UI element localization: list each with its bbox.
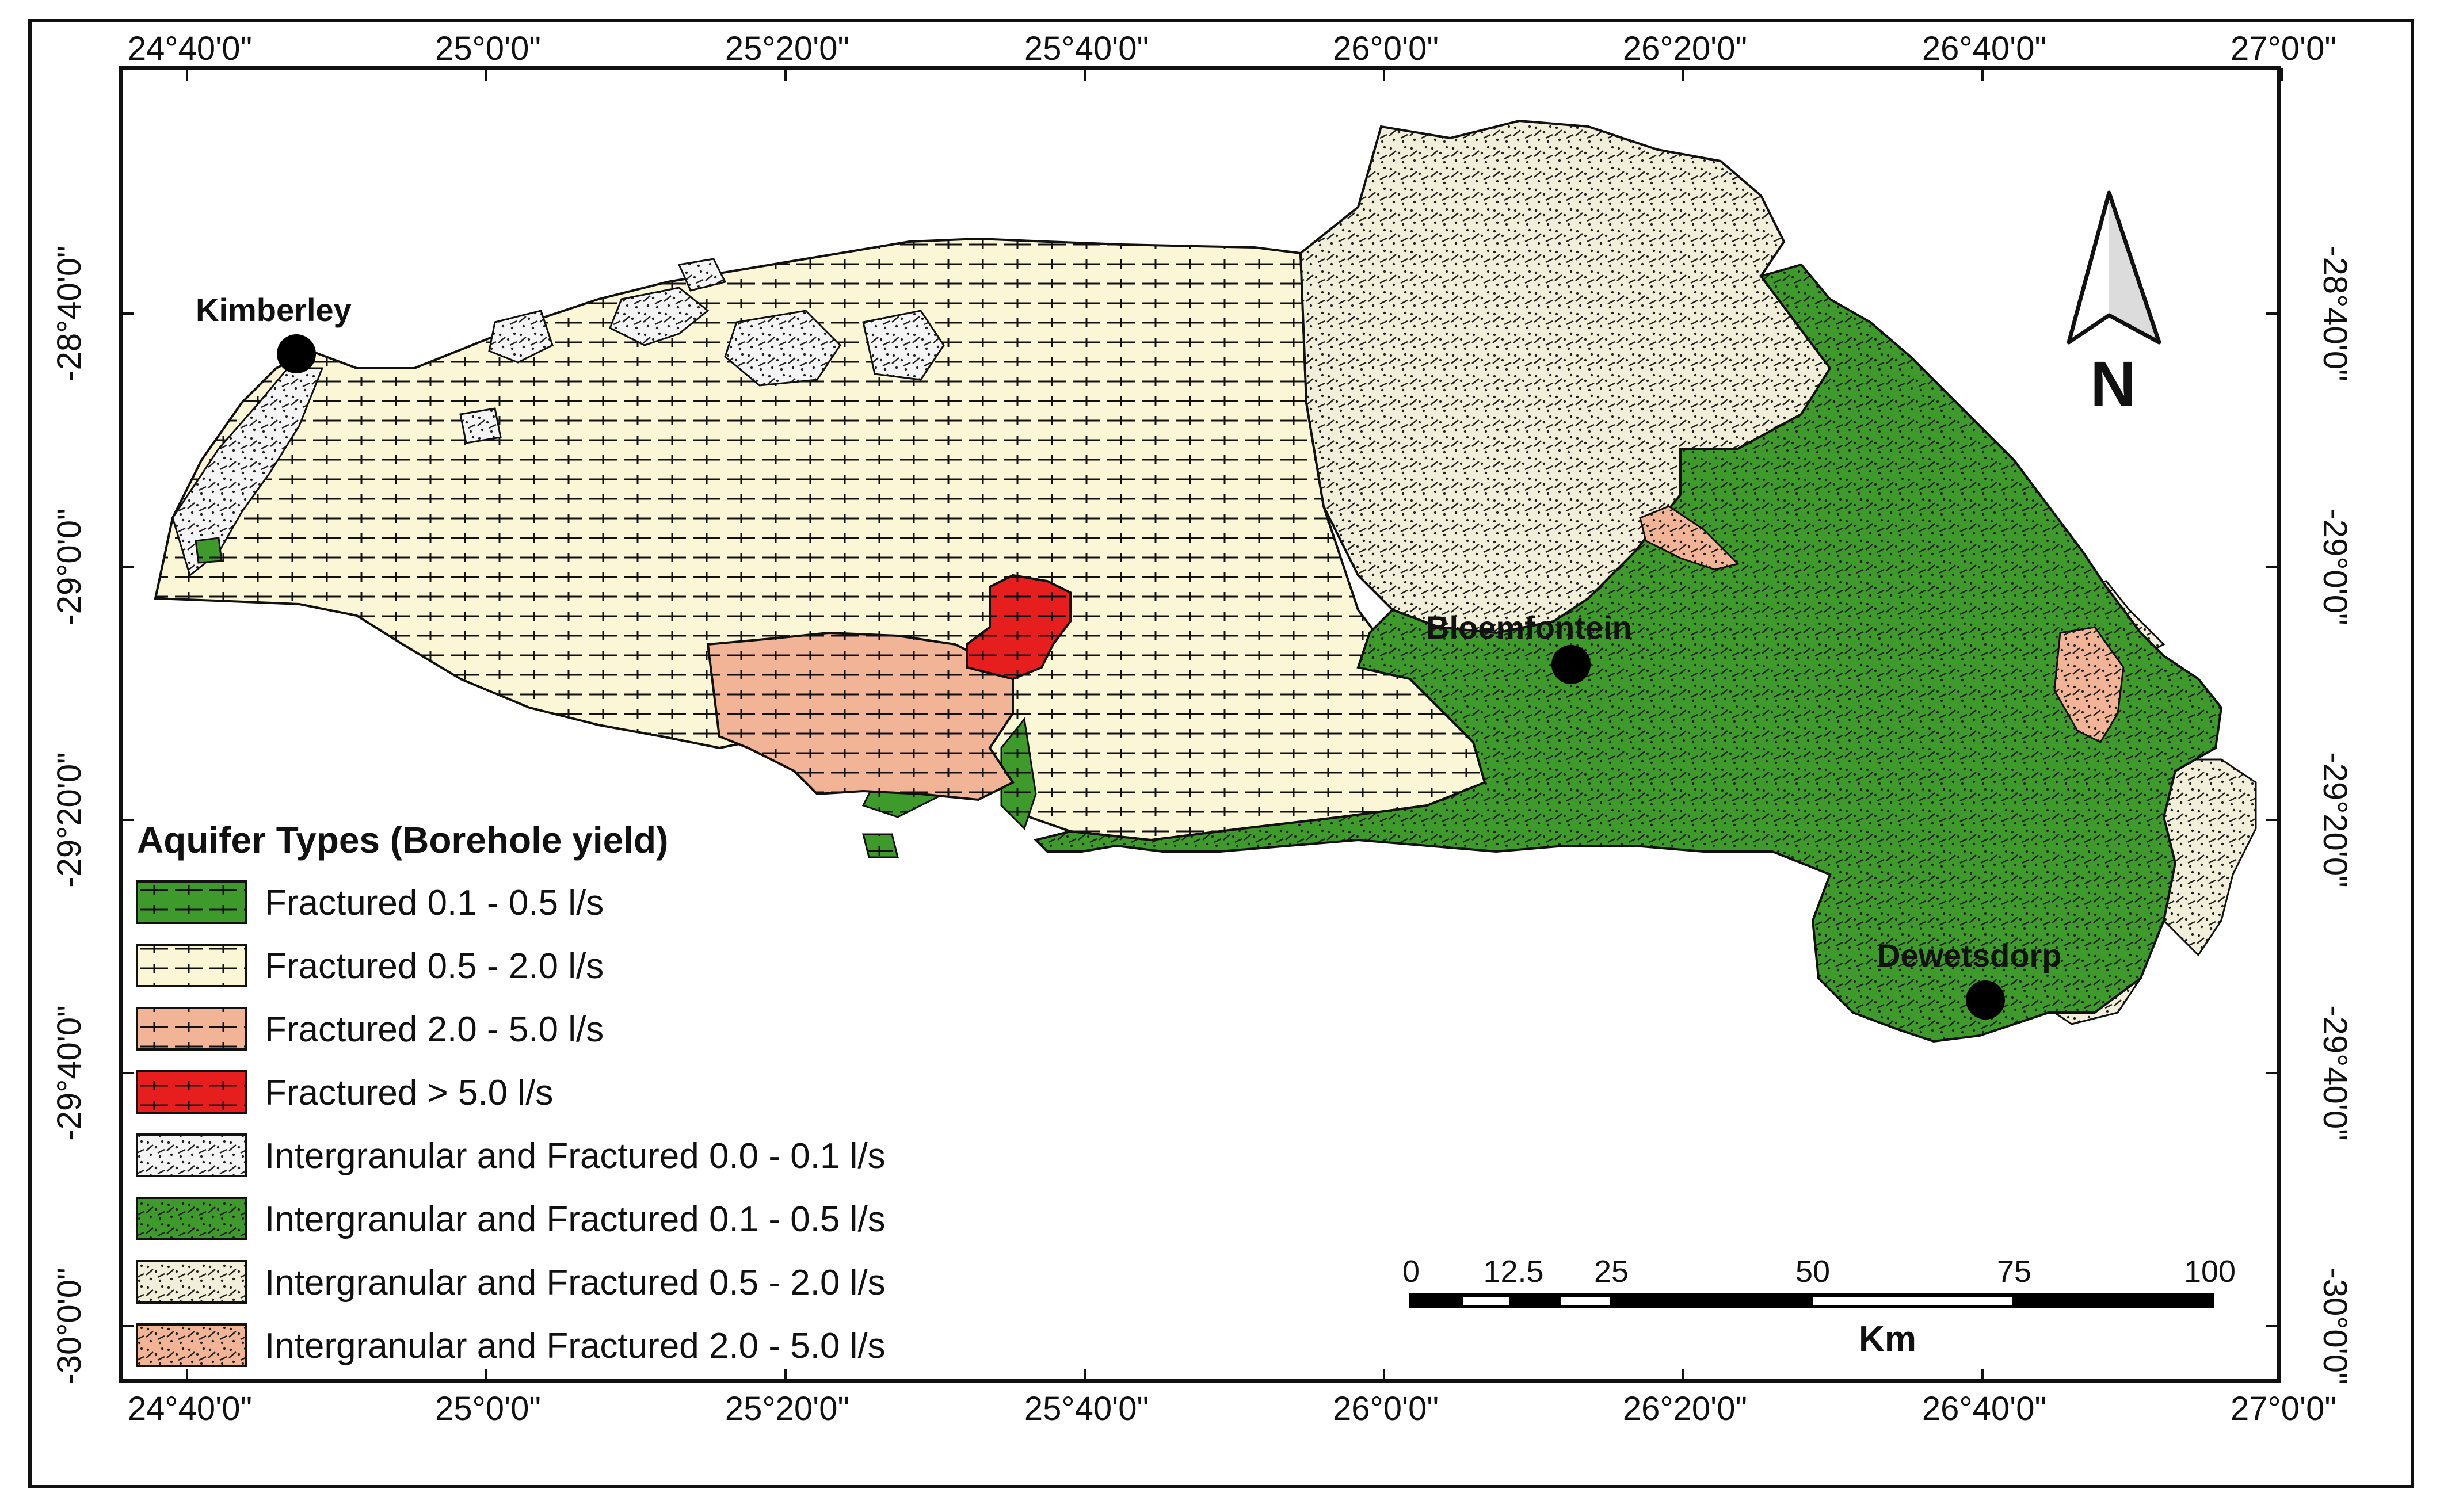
region-fractured-2.0-5.0 <box>706 631 1015 801</box>
scale-unit: Km <box>1859 1319 1916 1359</box>
lat-label-right: -28°40'0" <box>2316 246 2354 381</box>
legend-item: Intergranular and Fractured 0.1 - 0.5 l/… <box>136 1197 886 1240</box>
lat-label-right: -29°0'0" <box>2316 508 2354 625</box>
lat-label-right: -29°20'0" <box>2316 752 2354 887</box>
legend-label: Intergranular and Fractured 0.5 - 2.0 l/… <box>265 1263 886 1303</box>
city-marker <box>1551 645 1591 684</box>
city-marker <box>1966 980 2005 1020</box>
region-intergranular-2.0-5.0 <box>1639 505 2125 743</box>
city-label: Dewetsdorp <box>1877 937 2062 973</box>
legend-label: Fractured 0.1 - 0.5 l/s <box>265 883 604 923</box>
legend-label: Fractured 2.0 - 5.0 l/s <box>265 1010 604 1049</box>
scale-tick-label: 50 <box>1795 1254 1830 1289</box>
city-bloemfontein[interactable]: Bloemfontein <box>1426 609 1632 684</box>
lat-label-left: -29°0'0" <box>51 508 88 625</box>
region-fractured-over-5.0 <box>966 574 1072 681</box>
north-arrow-icon <box>2067 190 2161 345</box>
lon-label-bottom: 26°20'0" <box>1623 1390 1747 1427</box>
city-kimberley[interactable]: Kimberley <box>196 292 352 373</box>
scale-bar: 0 12.5 25 50 75 100 Km <box>1402 1254 2236 1359</box>
lon-label-bottom: 25°0'0" <box>435 1390 541 1427</box>
city-label: Bloemfontein <box>1426 609 1632 646</box>
lon-label-bottom: 24°40'0" <box>128 1390 252 1427</box>
lon-label-top: 26°20'0" <box>1623 30 1747 67</box>
lon-label-bottom: 26°40'0" <box>1922 1390 2046 1427</box>
lon-label-bottom: 25°20'0" <box>725 1390 849 1427</box>
legend-label: Intergranular and Fractured 2.0 - 5.0 l/… <box>265 1326 886 1366</box>
north-arrow: N <box>2067 190 2161 419</box>
legend-label: Intergranular and Fractured 0.1 - 0.5 l/… <box>265 1200 886 1239</box>
region-intergranular-0.1-0.5 <box>1034 263 2223 1043</box>
legend-item: Fractured 0.1 - 0.5 l/s <box>136 880 604 924</box>
lon-label-top: 26°40'0" <box>1922 30 2046 67</box>
legend-label: Fractured > 5.0 l/s <box>265 1073 553 1113</box>
north-label: N <box>2090 349 2136 419</box>
lat-label-left: -29°20'0" <box>51 752 88 887</box>
legend-item: Fractured 2.0 - 5.0 l/s <box>136 1007 604 1051</box>
scale-tick-label: 100 <box>2184 1254 2236 1289</box>
scale-tick-label: 25 <box>1594 1254 1629 1289</box>
scale-tick-label: 75 <box>1997 1254 2031 1289</box>
lat-label-right: -29°40'0" <box>2316 1005 2354 1140</box>
legend-item: Intergranular and Fractured 0.0 - 0.1 l/… <box>136 1133 886 1177</box>
lon-label-top: 25°40'0" <box>1024 30 1149 67</box>
lon-label-top: 26°0'0" <box>1333 30 1439 67</box>
lon-label-bottom: 27°0'0" <box>2231 1390 2336 1427</box>
region-intergranular-0.0-0.1 <box>171 258 945 577</box>
map-ticks <box>121 68 2283 1381</box>
lon-label-top: 24°40'0" <box>128 30 252 67</box>
lat-label-right: -30°0'0" <box>2316 1267 2354 1384</box>
region-fractured-0.5-2.0 <box>154 237 1486 842</box>
city-dewetsdorp[interactable]: Dewetsdorp <box>1877 937 2062 1020</box>
lat-label-left: -28°40'0" <box>51 246 88 381</box>
legend-label: Fractured 0.5 - 2.0 l/s <box>265 946 604 986</box>
legend-item: Intergranular and Fractured 2.0 - 5.0 l/… <box>136 1323 886 1367</box>
lon-label-bottom: 25°40'0" <box>1024 1390 1149 1427</box>
lon-label-bottom: 26°0'0" <box>1333 1390 1439 1427</box>
city-marker <box>277 334 316 373</box>
legend-item: Intergranular and Fractured 0.5 - 2.0 l/… <box>136 1260 886 1304</box>
legend-title: Aquifer Types (Borehole yield) <box>137 819 668 861</box>
lat-label-left: -29°40'0" <box>51 1005 88 1140</box>
legend: Aquifer Types (Borehole yield) Fractured… <box>136 819 886 1367</box>
city-label: Kimberley <box>196 292 352 328</box>
lon-label-top: 25°20'0" <box>725 30 849 67</box>
lon-label-top: 27°0'0" <box>2231 30 2336 67</box>
legend-item: Fractured > 5.0 l/s <box>136 1070 553 1114</box>
scale-tick-label: 0 <box>1402 1254 1420 1289</box>
lat-label-left: -30°0'0" <box>51 1267 88 1384</box>
lon-label-top: 25°0'0" <box>435 30 541 67</box>
legend-label: Intergranular and Fractured 0.0 - 0.1 l/… <box>265 1136 886 1176</box>
legend-item: Fractured 0.5 - 2.0 l/s <box>136 944 604 987</box>
scale-tick-label: 12.5 <box>1483 1254 1543 1289</box>
